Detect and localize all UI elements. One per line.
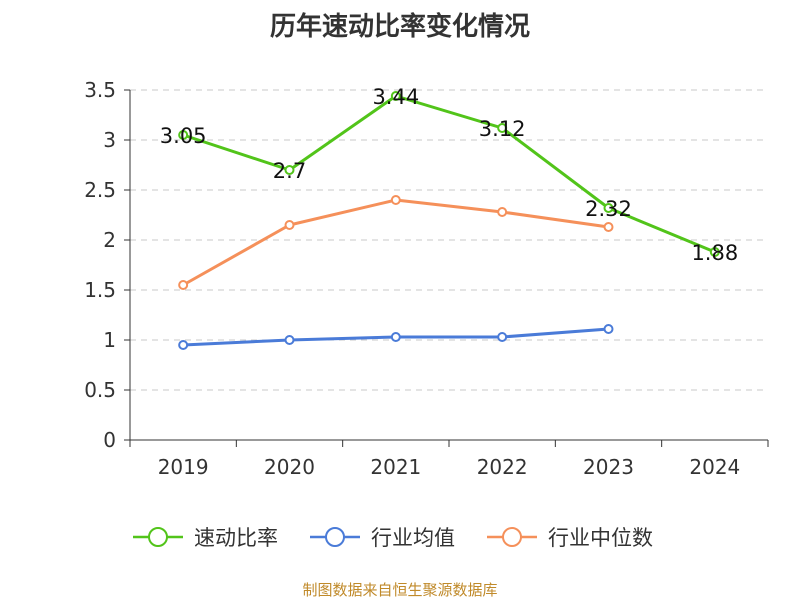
data-point (178, 280, 189, 290)
series-line (182, 198, 609, 287)
gridlines (130, 89, 768, 391)
data-point (284, 220, 295, 230)
axes: 0 0.5 1 1.5 2 2.5 3 3.5 2019 2020 2021 2022 2023 2024 (84, 78, 769, 479)
data-point (709, 247, 720, 257)
data-label: 2.32 (585, 197, 632, 221)
series-lines (178, 91, 720, 350)
y-tick-label: 2 (103, 228, 116, 252)
y-tick-label: 3.5 (84, 78, 116, 102)
legend-item-2: 行业中位数 (487, 526, 653, 550)
y-tick-label: 2.5 (84, 178, 116, 202)
legend-item-0: 速动比率 (133, 526, 278, 550)
data-point (284, 165, 295, 175)
data-point (497, 332, 508, 342)
legend-marker (325, 527, 345, 547)
data-point (178, 130, 189, 140)
data-point (178, 340, 189, 350)
data-labels: 3.05 2.7 3.44 3.12 2.32 1.88 (160, 85, 738, 265)
data-point (390, 91, 401, 101)
data-label: 2.7 (273, 159, 306, 183)
data-point (497, 207, 508, 217)
data-point (497, 123, 508, 133)
data-label: 3.44 (372, 85, 419, 109)
y-tick-label: 0.5 (84, 378, 116, 402)
y-tick-label: 1.5 (84, 278, 116, 302)
data-point (603, 222, 614, 232)
legend-label: 速动比率 (194, 526, 278, 550)
series-line (182, 94, 716, 254)
x-tick-label: 2021 (370, 455, 421, 479)
data-label: 1.88 (691, 241, 738, 265)
series-0 (178, 91, 720, 257)
legend-label: 行业中位数 (548, 526, 653, 550)
legend-label: 行业均值 (371, 526, 455, 550)
y-tick-label: 3 (103, 128, 116, 152)
chart-title: 历年速动比率变化情况 (269, 12, 530, 42)
data-label: 3.12 (479, 117, 526, 141)
series-2 (178, 195, 614, 290)
series-1 (178, 324, 614, 350)
x-tick-label: 2020 (264, 455, 315, 479)
legend-item-1: 行业均值 (310, 526, 455, 550)
data-point (603, 203, 614, 213)
data-label: 3.05 (160, 124, 207, 148)
legend-marker (148, 527, 168, 547)
legend: 速动比率 行业均值 行业中位数 (133, 526, 653, 550)
x-tick-label: 2023 (583, 455, 634, 479)
data-point (390, 195, 401, 205)
legend-marker (502, 527, 522, 547)
data-point (390, 332, 401, 342)
x-tick-label: 2019 (158, 455, 209, 479)
data-point (603, 324, 614, 334)
x-tick-label: 2022 (477, 455, 528, 479)
x-tick-label: 2024 (689, 455, 740, 479)
y-tick-label: 1 (103, 328, 116, 352)
source-note: 制图数据来自恒生聚源数据库 (302, 581, 498, 599)
y-tick-label: 0 (103, 428, 116, 452)
data-point (284, 335, 295, 345)
